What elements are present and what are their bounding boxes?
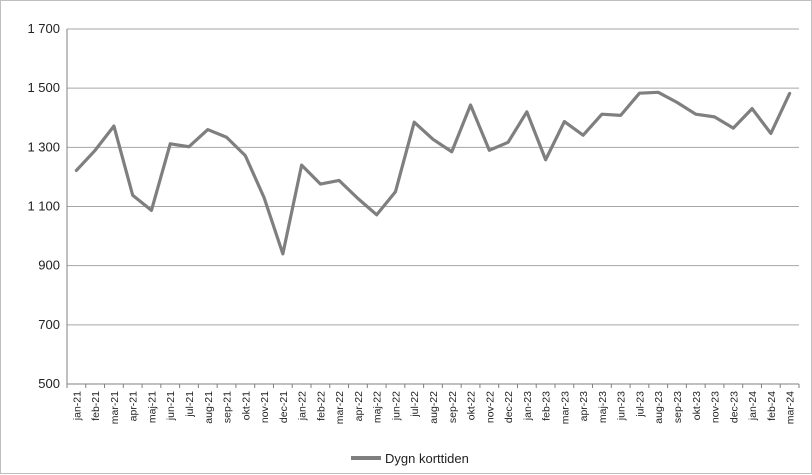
data-point — [394, 190, 397, 193]
x-tick-label: dec-23 — [728, 391, 740, 423]
data-point — [619, 114, 622, 117]
data-point — [356, 197, 359, 200]
y-tick-label: 900 — [38, 258, 60, 273]
data-point — [112, 125, 115, 128]
x-tick-label: nov-22 — [484, 391, 496, 423]
data-point — [638, 92, 641, 95]
data-point — [788, 92, 791, 95]
gridlines — [67, 28, 799, 326]
data-point — [544, 158, 547, 161]
x-tick-label: nov-21 — [259, 391, 271, 423]
data-point — [769, 132, 772, 135]
x-tick-label: feb-24 — [766, 391, 778, 421]
x-tick-label: jul-23 — [634, 391, 646, 418]
x-tick-label: maj-21 — [146, 391, 158, 423]
data-point — [94, 149, 97, 152]
x-tick-label: apr-23 — [578, 391, 590, 422]
data-point — [713, 115, 716, 118]
y-tick-label: 700 — [38, 317, 60, 332]
data-point — [131, 194, 134, 197]
x-tick-label: dec-21 — [278, 391, 290, 423]
data-point — [75, 169, 78, 172]
data-point — [150, 209, 153, 212]
y-tick-label: 1 500 — [27, 80, 60, 95]
data-point — [450, 150, 453, 153]
data-point — [300, 164, 303, 167]
x-tick-label: jul-21 — [184, 391, 196, 418]
x-tick-label: aug-21 — [203, 391, 215, 424]
data-point — [432, 138, 435, 141]
x-tick-label: mar-23 — [559, 391, 571, 424]
data-point — [338, 179, 341, 182]
x-tick-label: jan-24 — [747, 391, 759, 421]
series-line-dygn-korttiden — [74, 90, 792, 256]
legend-label: Dygn korttiden — [385, 451, 469, 466]
y-tick-label: 500 — [38, 376, 60, 391]
x-tick-label: jan-23 — [522, 391, 534, 421]
y-tick-label: 1 300 — [27, 139, 60, 154]
x-tick-label: dec-22 — [503, 391, 515, 423]
x-tick-label: maj-23 — [597, 391, 609, 423]
data-point — [525, 110, 528, 113]
x-tick-label: feb-22 — [315, 391, 327, 421]
x-tick-label: apr-22 — [353, 391, 365, 422]
data-point — [375, 213, 378, 216]
x-tick-label: nov-23 — [710, 391, 722, 423]
data-point — [225, 136, 228, 139]
x-tick-label: apr-21 — [128, 391, 140, 422]
x-axis: jan-21 feb-21 mar-21 apr-21 maj-21 jun-21 jul-… — [66, 383, 800, 424]
data-point — [657, 91, 660, 94]
data-point — [694, 113, 697, 116]
data-point — [676, 101, 679, 104]
x-tick-label: sep-21 — [222, 391, 234, 423]
x-tick-label: maj-22 — [372, 391, 384, 423]
data-point — [263, 196, 266, 199]
data-point — [281, 252, 284, 255]
x-tick-label: jan-22 — [297, 391, 309, 421]
y-axis: 500 700 900 1 100 1 300 1 500 1 700 — [27, 21, 68, 391]
y-tick-label: 1 100 — [27, 199, 60, 214]
series-layer — [74, 90, 792, 256]
x-tick-label: aug-22 — [428, 391, 440, 424]
data-point — [600, 113, 603, 116]
x-tick-label: okt-21 — [240, 391, 252, 420]
x-tick-label: mar-22 — [334, 391, 346, 424]
x-tick-label: okt-23 — [691, 391, 703, 420]
data-point — [413, 121, 416, 124]
data-point — [582, 134, 585, 137]
y-tick-label: 1 700 — [27, 21, 60, 36]
x-tick-label: mar-24 — [785, 391, 797, 424]
x-tick-label: mar-21 — [109, 391, 121, 424]
x-tick-label: feb-23 — [541, 391, 553, 421]
x-tick-label: jul-22 — [409, 391, 421, 418]
x-tick-label: feb-21 — [90, 391, 102, 421]
x-tick-label: jun-22 — [390, 391, 402, 421]
data-point — [206, 128, 209, 131]
data-point — [732, 127, 735, 130]
data-point — [507, 141, 510, 144]
x-tick-label: jun-21 — [165, 391, 177, 421]
data-point — [244, 154, 247, 157]
x-tick-label: sep-23 — [672, 391, 684, 423]
data-point — [563, 120, 566, 123]
data-point — [319, 183, 322, 186]
data-point — [488, 149, 491, 152]
data-point — [469, 104, 472, 107]
data-point — [169, 142, 172, 145]
data-point — [751, 107, 754, 110]
x-tick-label: jun-23 — [616, 391, 628, 421]
x-tick-label: aug-23 — [653, 391, 665, 424]
x-tick-label: okt-22 — [466, 391, 478, 420]
x-tick-label: sep-22 — [447, 391, 459, 423]
legend: Dygn korttiden — [351, 451, 469, 466]
data-point — [188, 145, 191, 148]
x-tick-label: jan-21 — [71, 391, 83, 421]
